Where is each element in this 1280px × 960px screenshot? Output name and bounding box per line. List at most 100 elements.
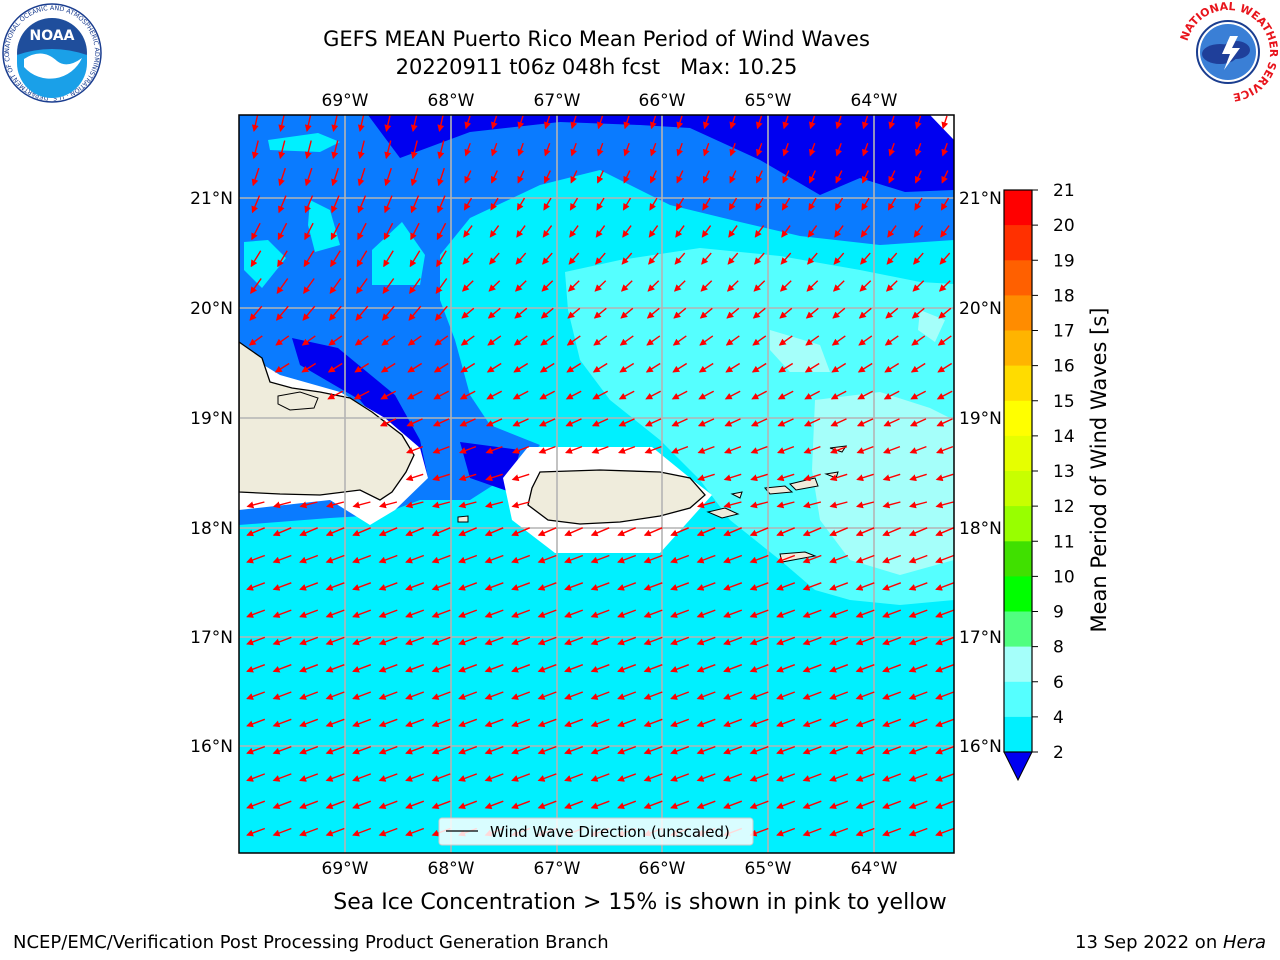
wave-direction-arrow bbox=[935, 718, 954, 728]
wave-direction-arrow bbox=[673, 280, 686, 292]
wave-direction-arrow bbox=[834, 225, 844, 238]
wave-direction-arrow bbox=[405, 691, 425, 700]
wave-direction-arrow bbox=[802, 501, 822, 509]
wave-direction-arrow bbox=[672, 362, 688, 373]
wave-direction-arrow bbox=[458, 582, 478, 591]
wave-direction-arrow bbox=[754, 252, 765, 265]
wave-direction-arrow bbox=[537, 554, 557, 564]
wave-direction-arrow bbox=[829, 554, 849, 564]
wave-direction-arrow bbox=[861, 170, 869, 184]
wave-direction-arrow bbox=[882, 718, 902, 728]
wave-direction-arrow bbox=[596, 197, 605, 211]
wave-direction-arrow bbox=[593, 307, 607, 319]
longitude-labels-top: 69°W 68°W 67°W 66°W 65°W 64°W bbox=[322, 91, 898, 111]
wave-direction-arrow bbox=[829, 527, 848, 537]
wave-direction-arrow bbox=[458, 800, 478, 810]
wave-direction-arrow bbox=[325, 745, 345, 755]
colorbar-tick-label: 17 bbox=[1053, 322, 1075, 342]
wave-direction-arrow bbox=[278, 167, 286, 187]
graticule bbox=[239, 115, 954, 853]
wave-direction-arrow bbox=[325, 691, 345, 700]
wave-direction-arrow bbox=[674, 252, 686, 265]
wave-direction-arrow bbox=[564, 773, 584, 782]
wave-direction-arrow bbox=[649, 115, 657, 130]
wave-direction-arrow bbox=[251, 167, 260, 187]
wave-direction-arrow bbox=[776, 501, 795, 509]
wave-direction-arrow bbox=[325, 501, 345, 509]
wave-direction-arrow bbox=[272, 827, 292, 837]
wave-direction-arrow bbox=[272, 800, 292, 810]
wave-direction-arrow bbox=[564, 609, 584, 618]
wave-direction-arrow bbox=[670, 773, 690, 782]
wave-direction-arrow bbox=[352, 527, 371, 537]
wave-direction-arrow bbox=[325, 827, 345, 837]
wave-direction-arrow bbox=[299, 554, 319, 564]
wave-direction-arrow bbox=[431, 582, 451, 591]
wave-direction-arrow bbox=[803, 473, 821, 482]
wave-direction-arrow bbox=[325, 718, 345, 728]
wave-direction-arrow bbox=[643, 800, 663, 810]
map-title: GEFS MEAN Puerto Rico Mean Period of Win… bbox=[323, 27, 870, 51]
wave-direction-arrow bbox=[511, 609, 531, 618]
wave-direction-arrow bbox=[888, 170, 896, 184]
wave-direction-arrow bbox=[511, 664, 531, 673]
wave-direction-arrow bbox=[543, 197, 552, 211]
wave-direction-arrow bbox=[272, 773, 292, 782]
wave-direction-arrow bbox=[486, 390, 503, 400]
wave-direction-arrow bbox=[384, 195, 393, 214]
wave-direction-arrow bbox=[776, 473, 795, 482]
wave-direction-arrow bbox=[458, 527, 477, 537]
wave-direction-arrow bbox=[672, 335, 687, 346]
wave-direction-arrow bbox=[272, 554, 292, 564]
wave-direction-arrow bbox=[702, 170, 710, 184]
wave-direction-arrow bbox=[807, 252, 818, 265]
colorbar-tick-label: 2 bbox=[1053, 743, 1064, 763]
wave-direction-arrow bbox=[432, 473, 450, 482]
wave-direction-arrow bbox=[749, 664, 769, 673]
lat-label-right: 17°N bbox=[959, 628, 1002, 648]
wave-direction-arrow bbox=[749, 718, 769, 728]
wave-direction-arrow bbox=[833, 252, 845, 265]
wave-direction-arrow bbox=[670, 636, 690, 646]
wave-direction-arrow bbox=[462, 252, 474, 265]
colorbar-swatch bbox=[1004, 646, 1032, 683]
wave-direction-arrow bbox=[670, 582, 690, 591]
wave-direction-arrow bbox=[855, 664, 875, 673]
wave-direction-arrow bbox=[565, 390, 582, 400]
wave-direction-arrow bbox=[936, 390, 953, 400]
wave-direction-arrow bbox=[617, 582, 637, 591]
wave-direction-arrow bbox=[537, 609, 557, 618]
wave-direction-arrow bbox=[855, 800, 875, 810]
wave-direction-arrow bbox=[354, 335, 369, 346]
wave-direction-arrow bbox=[725, 362, 741, 373]
wave-direction-arrow bbox=[723, 664, 743, 673]
wave-direction-arrow bbox=[593, 335, 608, 346]
wave-direction-arrow bbox=[458, 691, 478, 700]
wave-direction-arrow bbox=[485, 418, 503, 427]
wave-direction-arrow bbox=[643, 609, 663, 618]
wave-direction-arrow bbox=[513, 362, 529, 373]
wave-direction-arrow bbox=[830, 418, 847, 427]
wave-direction-arrow bbox=[725, 335, 740, 346]
wave-direction-arrow bbox=[643, 582, 663, 591]
wave-direction-arrow bbox=[432, 418, 450, 427]
wave-direction-arrow bbox=[463, 225, 473, 238]
wave-direction-arrow bbox=[912, 280, 925, 292]
wave-direction-arrow bbox=[246, 554, 266, 564]
wave-direction-arrow bbox=[831, 335, 846, 346]
wave-direction-arrow bbox=[246, 800, 266, 810]
sea-ice-note: Sea Ice Concentration > 15% is shown in … bbox=[333, 890, 947, 915]
wave-direction-arrow bbox=[648, 225, 659, 238]
wave-direction-arrow bbox=[908, 664, 928, 673]
colorbar-label: Mean Period of Wind Waves [s] bbox=[1087, 308, 1111, 633]
wave-direction-arrow bbox=[861, 115, 869, 130]
wave-direction-arrow bbox=[431, 527, 451, 537]
wave-direction-arrow bbox=[487, 335, 502, 346]
wave-direction-arrow bbox=[935, 773, 954, 782]
wave-direction-arrow bbox=[458, 718, 478, 728]
colorbar-swatch bbox=[1004, 330, 1032, 367]
wave-direction-arrow bbox=[431, 800, 451, 810]
wave-direction-arrow bbox=[617, 636, 637, 646]
wave-direction-arrow bbox=[246, 745, 266, 755]
wave-direction-arrow bbox=[275, 335, 290, 346]
